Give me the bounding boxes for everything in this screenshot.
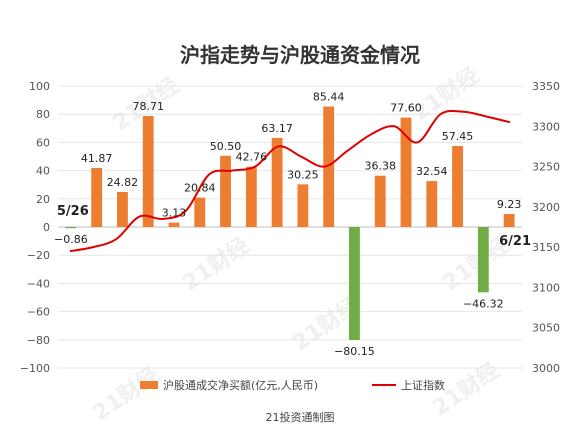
bar xyxy=(477,227,489,293)
legend: 沪股通成交净买额(亿元,人民币) 上证指数 xyxy=(140,378,445,392)
bar-value-label: 3.13 xyxy=(162,207,187,220)
bar xyxy=(91,167,103,227)
end-date-label: 6/21 xyxy=(499,234,531,249)
right-tick-label: 3250 xyxy=(532,161,560,174)
bar-value-label: −80.15 xyxy=(334,345,375,358)
right-tick-label: 3300 xyxy=(532,120,560,133)
left-axis-ticks: −100 −80 −60 −40 −20 0 20 40 60 80 100 xyxy=(20,80,50,375)
left-tick-label: 60 xyxy=(36,136,50,149)
bar-value-label: 36.38 xyxy=(364,160,396,173)
bar xyxy=(168,222,180,227)
left-tick-label: 40 xyxy=(36,165,50,178)
left-tick-label: 80 xyxy=(36,108,50,121)
bar xyxy=(503,213,515,227)
watermark-1: 21财经 xyxy=(408,62,484,126)
left-tick-label: −40 xyxy=(27,277,50,290)
left-tick-label: 0 xyxy=(43,221,50,234)
left-tick-label: 20 xyxy=(36,193,50,206)
bar xyxy=(374,175,386,227)
grid xyxy=(58,85,522,369)
bar-value-label: 30.25 xyxy=(287,168,319,181)
legend-bar-swatch xyxy=(140,381,158,389)
bar xyxy=(452,145,463,227)
right-tick-label: 3050 xyxy=(532,322,560,335)
bar-value-label: 50.50 xyxy=(210,140,242,153)
right-tick-label: 3200 xyxy=(532,201,560,214)
bars xyxy=(65,106,515,341)
left-tick-label: −60 xyxy=(27,306,50,319)
chart-title: 沪指走势与沪股通资金情况 xyxy=(180,43,420,67)
bar-value-label: 24.82 xyxy=(107,176,139,189)
bar xyxy=(400,117,412,227)
right-tick-label: 3000 xyxy=(532,362,560,375)
bar-value-label: 63.17 xyxy=(261,122,293,135)
right-tick-label: 3350 xyxy=(532,80,560,93)
bar xyxy=(65,227,77,229)
bar-value-label: −46.32 xyxy=(463,297,504,310)
index-line xyxy=(69,109,511,253)
bar xyxy=(117,192,128,227)
left-tick-label: −20 xyxy=(27,249,50,262)
bar xyxy=(142,116,154,227)
bar xyxy=(194,197,206,227)
credit-text: 21投资通制图 xyxy=(266,410,335,424)
bar xyxy=(271,137,283,227)
start-date-label: 5/26 xyxy=(57,204,89,219)
bar-value-label: 85.44 xyxy=(313,91,345,104)
bar-value-label: 78.71 xyxy=(132,100,164,113)
bar xyxy=(426,181,438,227)
bar xyxy=(349,227,360,341)
bar-value-label: 9.23 xyxy=(497,198,522,211)
left-tick-label: −80 xyxy=(27,334,50,347)
bar-value-label: 41.87 xyxy=(81,152,113,165)
right-tick-label: 3150 xyxy=(532,241,560,254)
bar xyxy=(245,166,257,227)
bar xyxy=(323,106,335,227)
bar-value-label: 77.60 xyxy=(390,102,422,115)
right-axis-ticks: 3000 3050 3100 3150 3200 3250 3300 3350 xyxy=(532,80,560,375)
bar-value-label: 57.45 xyxy=(442,130,474,143)
legend-bar-label: 沪股通成交净买额(亿元,人民币) xyxy=(163,378,318,392)
left-tick-label: −100 xyxy=(20,362,50,375)
legend-line-label: 上证指数 xyxy=(401,378,445,392)
watermark-4: 21财经 xyxy=(88,362,164,426)
bar-value-label: 42.76 xyxy=(236,151,268,164)
bar xyxy=(220,155,231,227)
bar xyxy=(297,184,309,227)
right-tick-label: 3100 xyxy=(532,281,560,294)
bar-value-label: 20.84 xyxy=(184,182,216,195)
bar-value-label: −0.86 xyxy=(54,233,88,246)
bar-value-label: 32.54 xyxy=(416,165,448,178)
left-tick-label: 100 xyxy=(29,80,50,93)
watermark-2: 21财经 xyxy=(178,232,254,296)
